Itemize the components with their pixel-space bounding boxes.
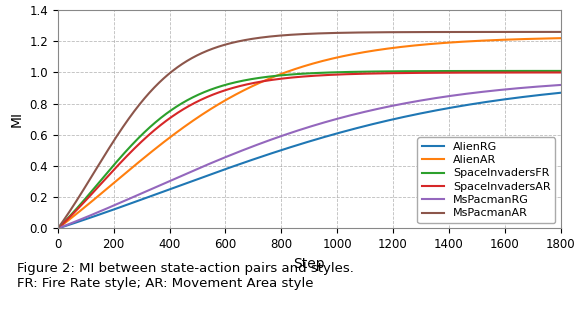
AlienRG [542, 92, 549, 96]
Line: SpaceInvadersFR: SpaceInvadersFR [58, 71, 561, 228]
SpaceInvadersFR [543, 69, 550, 73]
AlienRG [299, 141, 306, 145]
Line: AlienRG: AlienRG [58, 93, 561, 228]
AlienAR [543, 37, 550, 41]
MsPacmanAR [542, 30, 549, 34]
AlienRG [557, 91, 564, 95]
MsPacmanRG [557, 83, 564, 87]
MsPacmanAR [299, 32, 306, 36]
MsPacmanRG [543, 84, 550, 88]
AlienRG [543, 92, 550, 96]
SpaceInvadersAR [54, 226, 61, 230]
X-axis label: Step: Step [294, 257, 325, 271]
SpaceInvadersFR [80, 199, 87, 203]
AlienAR [80, 206, 87, 210]
SpaceInvadersFR [286, 73, 292, 77]
SpaceInvadersFR [299, 72, 306, 76]
AlienAR [54, 226, 61, 230]
MsPacmanRG [54, 226, 61, 230]
SpaceInvadersAR [450, 71, 457, 75]
Legend: AlienRG, AlienAR, SpaceInvadersFR, SpaceInvadersAR, MsPacmanRG, MsPacmanAR: AlienRG, AlienAR, SpaceInvadersFR, Space… [417, 137, 555, 223]
Line: SpaceInvadersAR: SpaceInvadersAR [58, 73, 561, 228]
AlienRG [450, 105, 457, 109]
MsPacmanRG [450, 93, 457, 97]
SpaceInvadersFR [450, 69, 457, 73]
AlienAR [286, 69, 292, 73]
MsPacmanRG [80, 216, 87, 220]
MsPacmanRG [286, 131, 292, 135]
MsPacmanAR [80, 188, 87, 192]
AlienRG [54, 226, 61, 230]
SpaceInvadersAR [542, 71, 549, 75]
MsPacmanAR [450, 30, 457, 34]
SpaceInvadersFR [557, 69, 564, 73]
AlienAR [557, 36, 564, 40]
SpaceInvadersFR [54, 226, 61, 230]
AlienRG [80, 218, 87, 222]
MsPacmanAR [286, 33, 292, 37]
SpaceInvadersFR [542, 69, 549, 73]
MsPacmanRG [542, 84, 549, 88]
Text: Figure 2: MI between state-action pairs and styles.
FR: Fire Rate style; AR: Mov: Figure 2: MI between state-action pairs … [17, 262, 354, 290]
AlienAR [542, 37, 549, 41]
AlienRG [286, 146, 292, 150]
MsPacmanAR [54, 226, 61, 230]
Line: AlienAR: AlienAR [58, 38, 561, 228]
Y-axis label: MI: MI [10, 111, 24, 127]
Line: MsPacmanAR: MsPacmanAR [58, 32, 561, 228]
SpaceInvadersAR [286, 76, 292, 80]
SpaceInvadersAR [80, 201, 87, 205]
AlienAR [299, 65, 306, 69]
SpaceInvadersAR [543, 71, 550, 75]
MsPacmanRG [299, 127, 306, 131]
SpaceInvadersAR [557, 71, 564, 75]
MsPacmanAR [543, 30, 550, 34]
SpaceInvadersAR [299, 75, 306, 79]
AlienAR [450, 40, 457, 44]
Line: MsPacmanRG: MsPacmanRG [58, 85, 561, 228]
MsPacmanAR [557, 30, 564, 34]
